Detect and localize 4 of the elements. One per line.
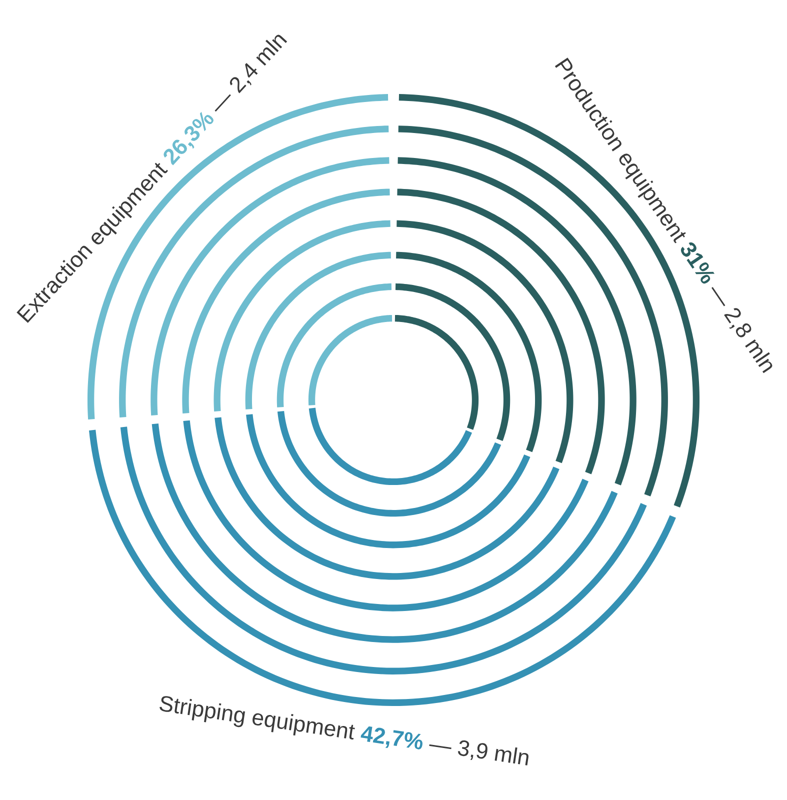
text: 42,7%: [360, 725, 424, 750]
slice-label: Stripping equipment: [158, 694, 356, 744]
text: — 2,8 mln: [712, 287, 774, 374]
text: — 3,9 mln: [428, 734, 530, 768]
